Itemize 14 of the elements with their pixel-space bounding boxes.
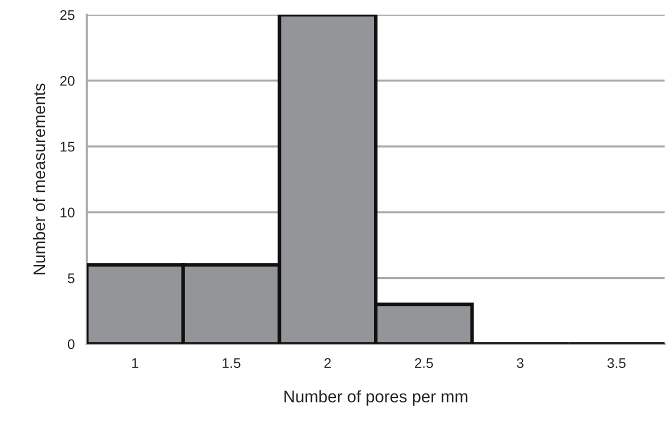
y-axis-title: Number of measurements (32, 84, 46, 274)
x-tick-label: 3 (516, 358, 524, 368)
y-tick-label: 0 (68, 339, 74, 350)
x-axis-title: Number of pores per mm (284, 390, 468, 406)
y-tick-label: 25 (60, 10, 74, 20)
x-tick-label: 3.5 (607, 358, 626, 368)
y-tick-label: 20 (60, 76, 74, 86)
y-tick-label: 5 (68, 274, 74, 284)
x-tick-label: 1.5 (222, 358, 240, 368)
x-tick-label: 2.5 (414, 358, 433, 368)
x-tick-label: 1 (132, 358, 138, 368)
y-tick-label: 10 (60, 208, 74, 218)
y-tick-label: 15 (60, 142, 74, 152)
x-tick-label: 2 (324, 358, 331, 368)
